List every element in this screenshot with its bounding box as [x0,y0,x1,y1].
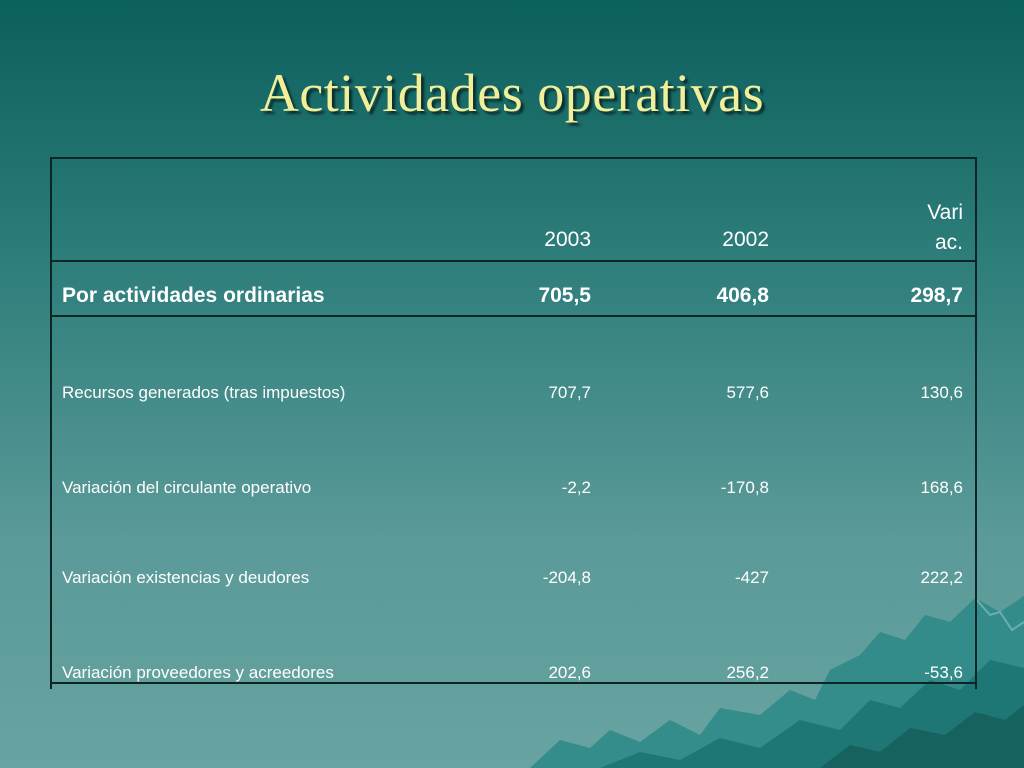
table-bottom-rule [50,682,975,684]
cell-variacion: 222,2 [920,568,963,587]
cell-variacion: 130,6 [920,383,963,402]
col-header-variacion-line2: ac. [934,231,963,254]
col-header-variacion-line1: Vari [927,201,963,224]
row-label: Variación proveedores y acreedores [62,663,334,682]
cell-2003: -204,8 [542,568,591,587]
row-label: Recursos generados (tras impuestos) [62,383,346,402]
header-divider [50,260,975,262]
table-frame [50,157,977,689]
cell-2002: 577,6 [726,383,769,402]
cell-variacion: 298,7 [910,284,963,307]
cell-2003: -2,2 [561,478,591,497]
cell-variacion: 168,6 [920,478,963,497]
main-row-divider [50,315,975,317]
col-header-variacion: Vari ac. [927,198,963,258]
cell-2002: -427 [734,568,769,587]
cell-2003: 202,6 [548,663,591,682]
col-header-2002: 2002 [722,228,769,251]
cell-variacion: -53,6 [924,663,963,682]
row-label: Por actividades ordinarias [62,284,325,307]
cell-2002: -170,8 [720,478,769,497]
cell-2003: 707,7 [548,383,591,402]
cell-2003: 705,5 [538,284,591,307]
cell-2002: 406,8 [716,284,769,307]
cell-2002: 256,2 [726,663,769,682]
row-label: Variación del circulante operativo [62,478,312,497]
row-label: Variación existencias y deudores [62,568,310,587]
col-header-2003: 2003 [544,228,591,251]
slide-title: Actividades operativas [259,63,765,123]
